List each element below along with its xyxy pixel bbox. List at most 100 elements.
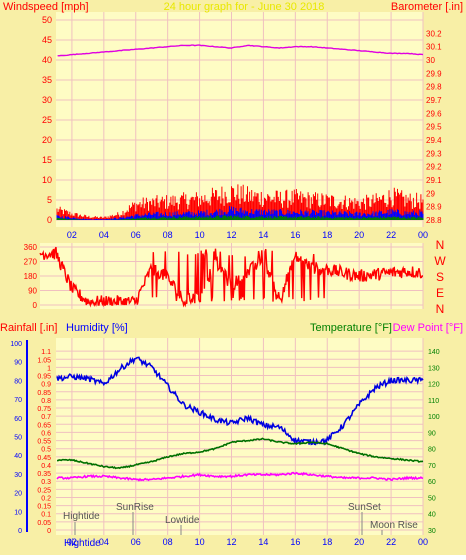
- rainfall-tick-label: 0.45: [37, 455, 51, 462]
- temperature-tick-label: 70: [428, 463, 436, 470]
- wind-x-tick-label: 14: [258, 230, 268, 240]
- rainfall-tick-label: 0.3: [41, 479, 51, 486]
- rainfall-tick-label: 0.2: [41, 495, 51, 502]
- humidity-tick-label: 80: [14, 378, 22, 385]
- humidity-x-tick-label: 22: [386, 537, 396, 547]
- wind-tick-label: 30: [42, 95, 52, 105]
- wind-tick-label: 0: [47, 215, 52, 225]
- humidity-tick-label: 100: [10, 341, 22, 348]
- wind-tick-label: 40: [42, 55, 52, 65]
- rainfall-tick-label: 0: [47, 528, 51, 535]
- humidity-tick-label: 90: [14, 360, 22, 367]
- wind-tick-label: 35: [42, 75, 52, 85]
- humidity-x-tick-label: 10: [195, 537, 205, 547]
- barometer-tick-label: 30.2: [426, 29, 442, 38]
- compass-e: E: [436, 286, 444, 300]
- temperature-tick-label: 40: [428, 512, 436, 519]
- dewpoint-line: [56, 471, 424, 482]
- hightide-bottom-label: Hightide: [64, 538, 101, 549]
- wind-x-tick-label: 02: [67, 230, 77, 240]
- humidity-x-tick-label: 06: [131, 537, 141, 547]
- humidity-x-tick-label: 18: [322, 537, 332, 547]
- compass-w: W: [434, 254, 446, 268]
- rainfall-tick-label: 0.85: [37, 390, 51, 397]
- barometer-tick-label: 29.3: [426, 149, 442, 158]
- direction-tick-label: 0: [33, 301, 38, 310]
- hightide-label: Hightide: [63, 511, 100, 522]
- rainfall-tick-label: 0.5: [41, 447, 51, 454]
- data-series: [39, 44, 424, 482]
- humidity-x-tick-label: 16: [290, 537, 300, 547]
- humidity-tick-label: 50: [14, 435, 22, 442]
- wind-x-tick-label: 08: [163, 230, 173, 240]
- rainfall-tick-label: 0.4: [41, 463, 51, 470]
- direction-tick-label: 180: [24, 272, 38, 281]
- humidity-tick-label: 10: [14, 509, 22, 516]
- barometer-tick-label: 30: [426, 56, 435, 65]
- temperature-tick-label: 140: [428, 349, 440, 356]
- humidity-line: [56, 356, 424, 447]
- rainfall-tick-label: 0.9: [41, 382, 51, 389]
- barometer-tick-label: 29.2: [426, 163, 442, 172]
- lowtide-label: Lowtide: [165, 515, 200, 526]
- rainfall-tick-label: 1: [47, 365, 51, 372]
- rainfall-tick-label: 1.1: [41, 349, 51, 356]
- direction-tick-label: 270: [24, 258, 38, 267]
- barometer-tick-label: 29.8: [426, 83, 442, 92]
- wind-tick-label: 15: [42, 155, 52, 165]
- barometer-tick-label: 29.1: [426, 176, 442, 185]
- wind-tick-label: 20: [42, 135, 52, 145]
- humidity-x-tick-label: 14: [258, 537, 268, 547]
- humidity-x-tick-label: 00: [418, 537, 428, 547]
- wind-low-bar: [56, 215, 424, 220]
- temperature-line: [57, 437, 424, 470]
- barometer-header: Barometer [.in]: [391, 1, 463, 13]
- direction-tick-label: 360: [24, 243, 38, 252]
- graph-date-title: 24 hour graph for - June 30 2018: [164, 1, 325, 13]
- temperature-tick-label: 50: [428, 495, 436, 502]
- compass-s: S: [436, 270, 444, 284]
- rainfall-tick-label: 0.75: [37, 406, 51, 413]
- humidity-x-tick-label: 04: [99, 537, 109, 547]
- barometer-tick-label: 30.1: [426, 43, 442, 52]
- barometer-tick-label: 29.9: [426, 69, 442, 78]
- wind-tick-label: 45: [42, 35, 52, 45]
- humidity-tick-label: 60: [14, 416, 22, 423]
- humidity-tick-label: 70: [14, 397, 22, 404]
- humidity-x-tick-label: 12: [226, 537, 236, 547]
- humidity-x-tick-label: 20: [354, 537, 364, 547]
- wind-x-tick-label: 04: [99, 230, 109, 240]
- temperature-tick-label: 60: [428, 479, 436, 486]
- rainfall-tick-label: 0.55: [37, 439, 51, 446]
- compass-n-top: N: [436, 238, 445, 252]
- wind-tick-label: 25: [42, 115, 52, 125]
- temperature-tick-label: 80: [428, 447, 436, 454]
- wind-x-tick-label: 00: [418, 230, 428, 240]
- rainfall-tick-label: 0.65: [37, 422, 51, 429]
- wind-tick-label: 5: [47, 195, 52, 205]
- windspeed-header: Windspeed [mph]: [3, 1, 89, 13]
- sunrise-label: SunRise: [116, 502, 154, 513]
- humidity-tick-label: 40: [14, 453, 22, 460]
- rainfall-tick-label: 1.05: [37, 357, 51, 364]
- temperature-tick-label: 130: [428, 365, 440, 372]
- temperature-tick-label: 100: [428, 414, 440, 421]
- wind-x-tick-label: 06: [131, 230, 141, 240]
- grid-lines: [26, 12, 424, 535]
- rainfall-tick-label: 0.35: [37, 471, 51, 478]
- axis-labels: 0510152025303540455028.828.92929.129.229…: [10, 15, 442, 547]
- wind-x-tick-label: 10: [195, 230, 205, 240]
- direction-tick-label: 90: [28, 287, 37, 296]
- wind-x-tick-label: 16: [290, 230, 300, 240]
- barometer-tick-label: 29.4: [426, 136, 442, 145]
- rainfall-tick-label: 0.15: [37, 504, 51, 511]
- wind-tick-label: 10: [42, 175, 52, 185]
- humidity-x-tick-label: 08: [163, 537, 173, 547]
- wind-x-tick-label: 12: [226, 230, 236, 240]
- dewpoint-header: Dew Point [°F]: [393, 322, 463, 334]
- rainfall-tick-label: 0.8: [41, 398, 51, 405]
- humidity-tick-label: 0: [18, 528, 22, 535]
- humidity-tick-label: 30: [14, 472, 22, 479]
